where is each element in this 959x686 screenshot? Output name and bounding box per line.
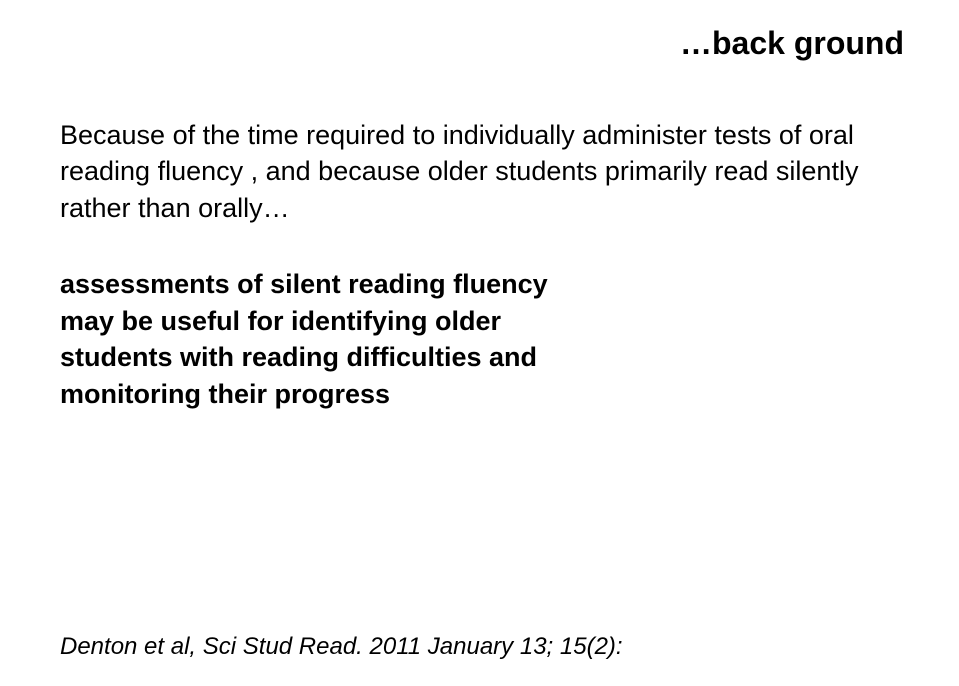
- citation-text: Denton et al, Sci Stud Read. 2011 Januar…: [60, 633, 623, 661]
- key-statement: assessments of silent reading fluency ma…: [60, 266, 560, 412]
- intro-paragraph: Because of the time required to individu…: [60, 117, 904, 226]
- slide-page: …back ground Because of the time require…: [0, 0, 959, 686]
- slide-heading: …back ground: [60, 25, 904, 62]
